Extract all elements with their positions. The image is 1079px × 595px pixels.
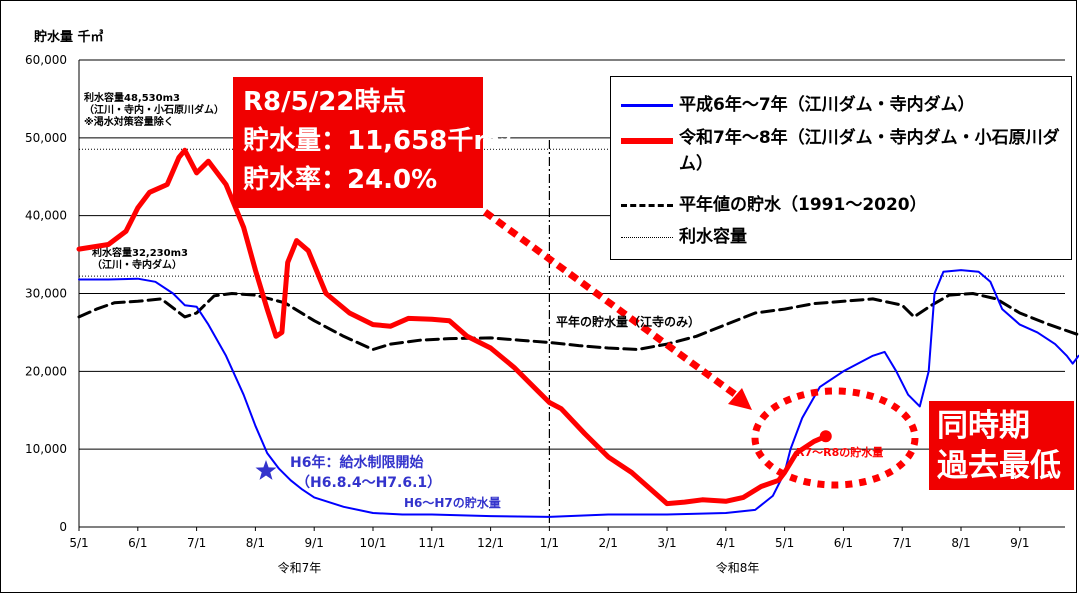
y-tick-label: 20,000 [25,364,67,378]
legend-label-capacity: 利水容量 [679,227,747,247]
capacity-2-note: 利水容量32,230m3 [92,246,188,259]
y-axis-unit: 貯水量 千㎥ [34,30,104,45]
callout-rate: 貯水率：24.0% [243,165,438,195]
series-r7-line [76,147,829,507]
restriction-period: （H6.8.4～H7.6.1） [296,475,441,491]
x-tick-label: 7/1 [893,536,912,550]
status-callout: R8/5/22時点 貯水量：11,658千m³ 貯水率：24.0% [233,77,512,208]
y-tick-label: 60,000 [25,53,67,67]
record-line-1: 同時期 [937,408,1030,444]
x-tick-label: 2/1 [599,536,618,550]
capacity-1-note: ※渇水対策容量除く [84,115,174,128]
r7-latest-point [819,430,832,443]
legend-swatch-blue [621,104,673,107]
legend-label-h6: 平成6年～7年（江川ダム・寺内ダム） [679,95,975,115]
legend-label-normal: 平年値の貯水（1991～2020） [679,195,927,215]
x-tick-label: 11/1 [418,536,445,550]
callout-arrow-head [728,388,752,410]
x-tick-label: 5/1 [69,536,88,550]
y-tick-label: 50,000 [25,131,67,145]
h6-series-label: H6～H7の貯水量 [404,495,501,510]
highlight-ellipse [751,387,919,489]
y-tick-label: 0 [59,520,67,534]
capacity-2-note: （江川・寺内ダム） [92,258,182,271]
y-tick-label: 30,000 [25,287,67,301]
y-tick-label: 10,000 [25,442,67,456]
restriction-label: H6年：給水制限開始 [290,454,423,471]
legend-swatch-red [621,138,673,144]
y-tick-label: 40,000 [25,209,67,223]
normal-series-note: 平年の貯水量（江寺のみ） [556,314,700,329]
year-label-r7: 令和7年 [278,560,322,575]
series-normal-line [77,292,1079,351]
x-tick-label: 6/1 [128,536,147,550]
x-tick-label: 10/1 [360,536,387,550]
r7-series-label: R7～R8の貯水量 [796,445,883,459]
callout-volume: 貯水量：11,658千m³ [243,126,512,156]
series-h6-line [78,269,1079,518]
legend-swatch-dotted [621,237,673,238]
legend-swatch-dashed [621,204,673,207]
x-tick-label: 5/1 [775,536,794,550]
record-low-badge: 同時期 過去最低 [929,401,1074,490]
x-tick-label: 8/1 [951,536,970,550]
x-tick-label: 1/1 [540,536,559,550]
x-tick-label: 12/1 [477,536,504,550]
x-tick-label: 9/1 [305,536,324,550]
x-tick-label: 6/1 [834,536,853,550]
x-tick-label: 3/1 [657,536,676,550]
record-line-2: 過去最低 [937,448,1061,484]
legend: 平成6年～7年（江川ダム・寺内ダム） 令和7年～8年（江川ダム・寺内ダム・小石原… [610,76,1072,260]
x-tick-label: 8/1 [246,536,265,550]
x-tick-label: 7/1 [187,536,206,550]
year-label-r8: 令和8年 [716,560,760,575]
legend-label-r7: 令和7年～8年（江川ダム・寺内ダム・小石原川ダム） [679,128,1060,174]
x-tick-label: 9/1 [1010,536,1029,550]
capacity-1-note: 利水容量48,530m3 [84,91,180,104]
callout-date: R8/5/22時点 [243,87,407,117]
x-tick-label: 4/1 [716,536,735,550]
restriction-star-icon [255,460,277,480]
callout-arrow-line [482,209,743,401]
capacity-1-note: （江川・寺内・小石原川ダム） [84,103,224,116]
